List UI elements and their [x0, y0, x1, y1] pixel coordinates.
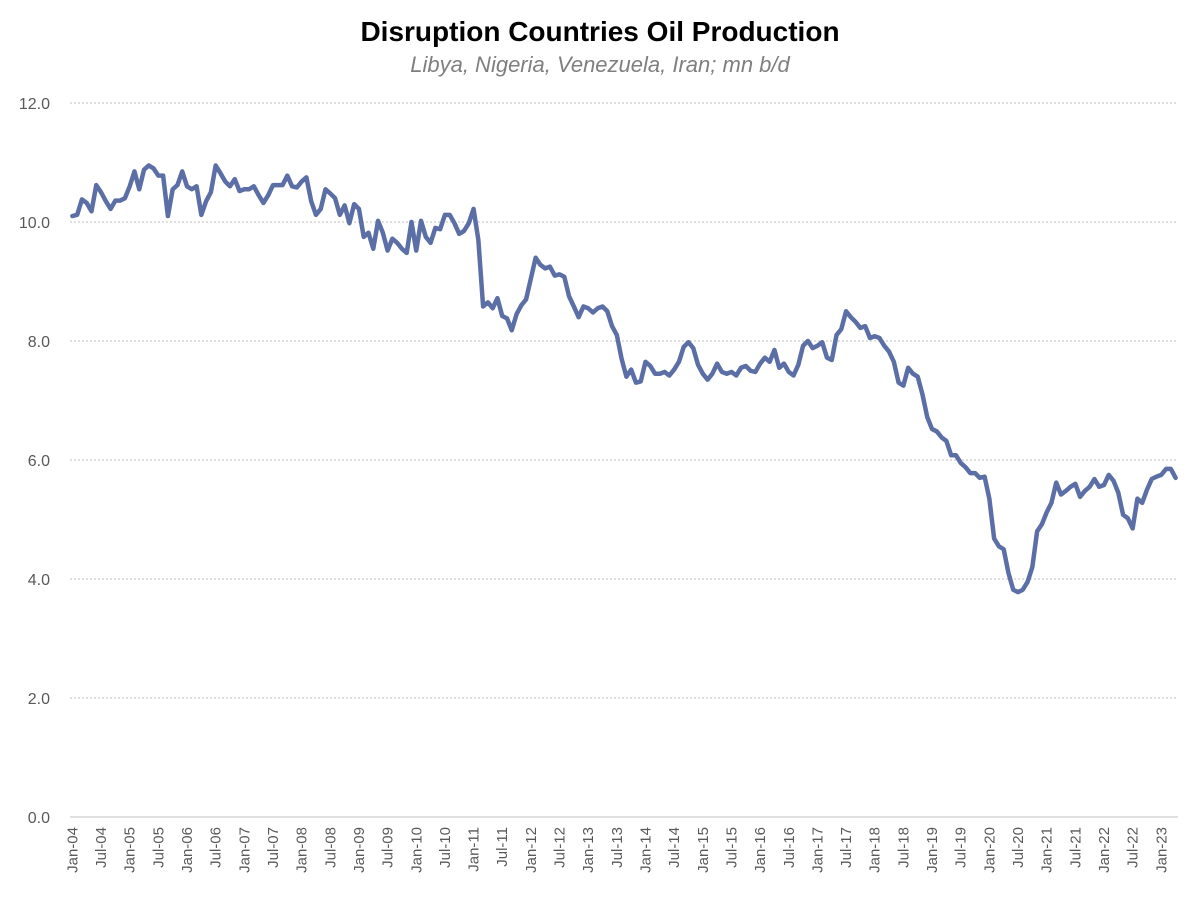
y-tick-label: 2.0 — [28, 691, 50, 708]
series-line — [70, 163, 1178, 595]
x-tick-label: Jul-17 — [838, 827, 855, 868]
x-tick-label: Jan-08 — [294, 827, 311, 873]
chart-title: Disruption Countries Oil Production — [360, 16, 840, 47]
x-tick-label: Jan-22 — [1096, 827, 1113, 873]
y-tick-label: 0.0 — [28, 810, 50, 827]
x-tick-label: Jan-14 — [637, 827, 654, 873]
x-tick-label: Jul-04 — [93, 827, 110, 868]
x-tick-label: Jan-19 — [924, 827, 941, 873]
x-tick-label: Jan-04 — [64, 827, 81, 873]
x-tick-label: Jul-10 — [437, 827, 454, 868]
x-tick-label: Jan-12 — [523, 827, 540, 873]
x-tick-label: Jul-21 — [1067, 827, 1084, 868]
x-tick-label: Jul-05 — [150, 827, 167, 868]
y-tick-label: 12.0 — [19, 96, 50, 113]
y-tick-label: 4.0 — [28, 572, 50, 589]
x-tick-label: Jan-07 — [236, 827, 253, 873]
x-tick-label: Jul-11 — [494, 827, 511, 867]
x-tick-label: Jul-08 — [322, 827, 339, 868]
x-tick-label: Jul-13 — [609, 827, 626, 868]
x-tick-label: Jul-12 — [552, 827, 569, 868]
x-tick-label: Jul-07 — [265, 827, 282, 868]
x-tick-label: Jan-13 — [580, 827, 597, 873]
x-tick-label: Jan-05 — [122, 827, 139, 873]
x-tick-label: Jan-10 — [408, 827, 425, 873]
x-tick-label: Jan-23 — [1153, 827, 1170, 873]
x-tick-label: Jan-16 — [752, 827, 769, 873]
x-tick-label: Jul-09 — [380, 827, 397, 868]
x-tick-label: Jan-09 — [351, 827, 368, 873]
y-tick-label: 8.0 — [28, 334, 50, 351]
x-tick-label: Jul-16 — [781, 827, 798, 868]
x-tick-label: Jan-21 — [1039, 827, 1056, 873]
x-tick-label: Jul-19 — [953, 827, 970, 868]
x-tick-label: Jan-15 — [695, 827, 712, 873]
y-tick-label: 6.0 — [28, 453, 50, 470]
x-tick-label: Jul-20 — [1010, 827, 1027, 868]
x-tick-label: Jul-22 — [1125, 827, 1142, 868]
chart-subtitle: Libya, Nigeria, Venezuela, Iran; mn b/d — [410, 52, 790, 77]
x-tick-label: Jan-11 — [466, 827, 483, 872]
x-tick-label: Jul-14 — [666, 827, 683, 868]
x-tick-label: Jul-15 — [723, 827, 740, 868]
y-tick-label: 10.0 — [19, 215, 50, 232]
x-tick-label: Jul-06 — [208, 827, 225, 868]
x-tick-label: Jan-06 — [179, 827, 196, 873]
x-tick-label: Jan-18 — [867, 827, 884, 873]
x-tick-label: Jan-17 — [809, 827, 826, 873]
x-tick-label: Jul-18 — [895, 827, 912, 868]
x-tick-label: Jan-20 — [981, 827, 998, 873]
